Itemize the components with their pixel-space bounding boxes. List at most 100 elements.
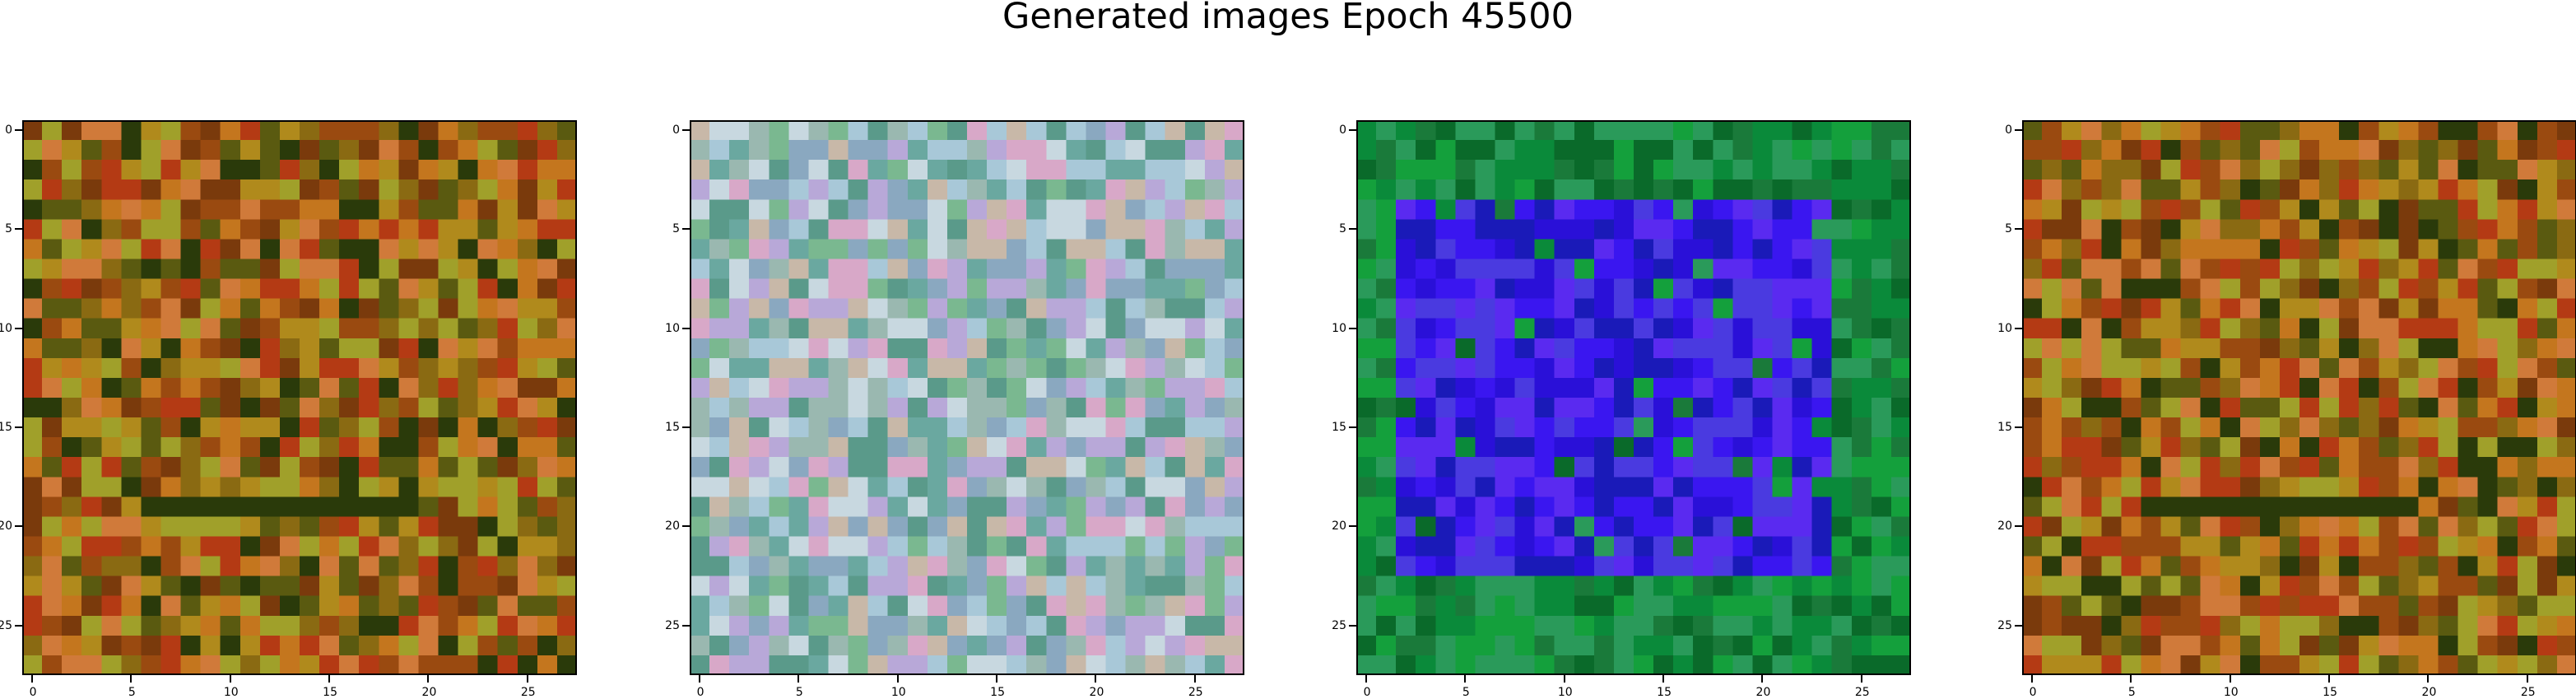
pixel-cell bbox=[1066, 398, 1086, 418]
pixel-cell bbox=[1574, 576, 1594, 596]
pixel-cell bbox=[1105, 357, 1126, 378]
x-tick bbox=[1860, 675, 1862, 683]
pixel-cell bbox=[398, 259, 419, 279]
pixel-cell bbox=[1792, 338, 1812, 358]
pixel-cell bbox=[2398, 357, 2419, 378]
pixel-cell bbox=[946, 298, 967, 319]
pixel-cell bbox=[1086, 635, 1106, 655]
pixel-cell bbox=[2418, 259, 2439, 279]
pixel-cell bbox=[101, 417, 122, 438]
pixel-cell bbox=[1396, 398, 1416, 418]
pixel-cell bbox=[1811, 437, 1832, 458]
pixel-cell bbox=[517, 219, 537, 240]
pixel-cell bbox=[749, 516, 770, 537]
pixel-cell bbox=[867, 496, 888, 517]
pixel-cell bbox=[1792, 576, 1812, 596]
pixel-cell bbox=[2418, 536, 2439, 557]
pixel-cell bbox=[101, 278, 122, 299]
pixel-cell bbox=[1416, 160, 1436, 180]
pixel-cell bbox=[2497, 239, 2518, 259]
pixel-cell bbox=[1653, 160, 1674, 180]
pixel-cell bbox=[1435, 140, 1456, 161]
y-tick bbox=[15, 228, 22, 231]
pixel-cell bbox=[300, 496, 320, 517]
pixel-cell bbox=[1673, 160, 1694, 180]
pixel-cell bbox=[42, 536, 63, 557]
pixel-cell bbox=[121, 457, 142, 478]
pixel-cell bbox=[1653, 140, 1674, 161]
pixel-cell bbox=[1811, 278, 1832, 299]
pixel-cell bbox=[690, 398, 710, 418]
pixel-cell bbox=[2220, 576, 2240, 596]
pixel-cell bbox=[808, 239, 829, 259]
pixel-cell bbox=[907, 338, 928, 358]
pixel-cell bbox=[200, 338, 221, 358]
pixel-cell bbox=[1455, 120, 1476, 141]
pixel-cell bbox=[458, 615, 478, 636]
pixel-cell bbox=[1653, 437, 1674, 458]
pixel-cell bbox=[1475, 457, 1495, 478]
pixel-cell bbox=[1396, 536, 1416, 557]
pixel-cell bbox=[2022, 160, 2043, 180]
pixel-cell bbox=[121, 556, 142, 576]
pixel-cell bbox=[2319, 120, 2340, 141]
pixel-cell bbox=[749, 437, 770, 458]
pixel-cell bbox=[379, 457, 399, 478]
pixel-cell bbox=[1224, 576, 1244, 596]
pixel-cell bbox=[788, 417, 809, 438]
pixel-cell bbox=[1772, 120, 1793, 141]
pixel-cell bbox=[1574, 655, 1594, 675]
pixel-cell bbox=[1693, 437, 1713, 458]
pixel-cell bbox=[279, 398, 300, 418]
pixel-cell bbox=[1184, 239, 1205, 259]
pixel-cell bbox=[1554, 120, 1574, 141]
pixel-cell bbox=[2121, 259, 2141, 279]
pixel-cell bbox=[2457, 457, 2478, 478]
pixel-cell bbox=[398, 120, 419, 141]
pixel-cell bbox=[1376, 398, 1397, 418]
pixel-cell bbox=[808, 219, 829, 240]
pixel-cell bbox=[867, 615, 888, 636]
pixel-cell bbox=[1831, 417, 1852, 438]
pixel-cell bbox=[1066, 160, 1086, 180]
pixel-cell bbox=[339, 536, 360, 557]
pixel-cell bbox=[1086, 120, 1106, 141]
pixel-cell bbox=[1007, 318, 1027, 338]
pixel-cell bbox=[2239, 357, 2260, 378]
pixel-cell bbox=[62, 635, 82, 655]
pixel-cell bbox=[1224, 199, 1244, 220]
pixel-cell bbox=[537, 120, 557, 141]
pixel-cell bbox=[1851, 377, 1872, 398]
pixel-cell bbox=[180, 437, 201, 458]
pixel-cell bbox=[2062, 259, 2082, 279]
pixel-cell bbox=[2101, 635, 2122, 655]
pixel-cell bbox=[1534, 179, 1555, 200]
pixel-cell bbox=[2517, 318, 2537, 338]
pixel-cell bbox=[1752, 536, 1773, 557]
pixel-cell bbox=[1871, 259, 1891, 279]
pixel-cell bbox=[1534, 120, 1555, 141]
pixel-cell bbox=[2062, 615, 2082, 636]
pixel-cell bbox=[2062, 417, 2082, 438]
pixel-cell bbox=[1046, 239, 1067, 259]
pixel-cell bbox=[319, 496, 340, 517]
pixel-cell bbox=[418, 496, 439, 517]
pixel-cell bbox=[1086, 655, 1106, 675]
pixel-cell bbox=[1066, 278, 1086, 299]
pixel-cell bbox=[62, 556, 82, 576]
pixel-cell bbox=[1890, 120, 1911, 141]
pixel-cell bbox=[160, 595, 181, 616]
pixel-cell bbox=[379, 318, 399, 338]
pixel-cell bbox=[81, 398, 102, 418]
pixel-cell bbox=[867, 576, 888, 596]
pixel-cell bbox=[101, 338, 122, 358]
pixel-cell bbox=[1673, 536, 1694, 557]
pixel-cell bbox=[1475, 556, 1495, 576]
pixel-cell bbox=[2418, 357, 2439, 378]
pixel-cell bbox=[1204, 595, 1225, 616]
pixel-cell bbox=[339, 477, 360, 497]
pixel-cell bbox=[907, 219, 928, 240]
pixel-cell bbox=[2359, 655, 2379, 675]
pixel-cell bbox=[2042, 477, 2062, 497]
pixel-cell bbox=[1455, 635, 1476, 655]
